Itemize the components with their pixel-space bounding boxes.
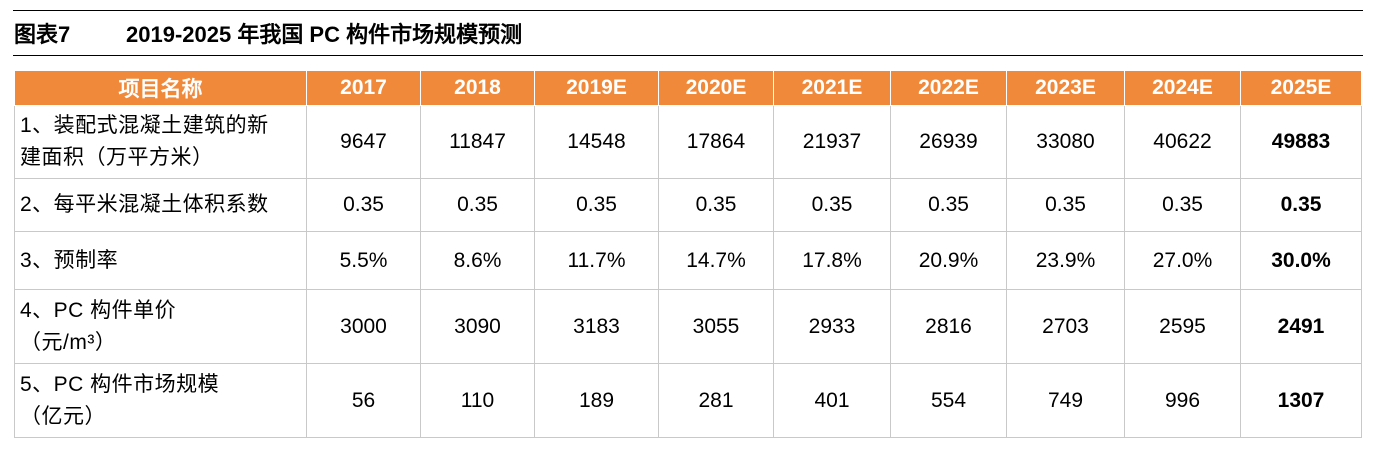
figure-label: 图表7 bbox=[14, 22, 71, 47]
table-cell: 0.35 bbox=[658, 178, 774, 232]
table-cell: 20.9% bbox=[890, 231, 1007, 290]
table-row: 2、每平米混凝土体积系数 0.35 0.35 0.35 0.35 0.35 0.… bbox=[14, 178, 1362, 232]
table-cell: 281 bbox=[658, 363, 774, 438]
table-cell: 17.8% bbox=[773, 231, 891, 290]
header-cell: 2019E bbox=[534, 70, 659, 106]
table-cell: 0.35 bbox=[420, 178, 535, 232]
figure-title: 2019-2025 年我国 PC 构件市场规模预测 bbox=[126, 22, 523, 47]
table-cell-2025: 2491 bbox=[1240, 289, 1362, 364]
table-cell: 0.35 bbox=[890, 178, 1007, 232]
table-row: 5、PC 构件市场规模 （亿元） 56 110 189 281 401 554 … bbox=[14, 363, 1362, 438]
table-cell: 110 bbox=[420, 363, 535, 438]
table-cell: 3000 bbox=[306, 289, 421, 364]
table-row: 1、装配式混凝土建筑的新 建面积（万平方米） 9647 11847 14548 … bbox=[14, 105, 1362, 179]
table-cell: 33080 bbox=[1006, 105, 1125, 179]
row-label: 3、预制率 bbox=[14, 231, 307, 290]
table-cell: 2816 bbox=[890, 289, 1007, 364]
row-label-line: 3、预制率 bbox=[20, 248, 119, 272]
table-cell-2025: 49883 bbox=[1240, 105, 1362, 179]
header-cell: 2025E bbox=[1240, 70, 1362, 106]
table-cell: 9647 bbox=[306, 105, 421, 179]
table-row: 3、预制率 5.5% 8.6% 11.7% 14.7% 17.8% 20.9% … bbox=[14, 231, 1362, 290]
header-cell: 2017 bbox=[306, 70, 421, 106]
header-cell: 2018 bbox=[420, 70, 535, 106]
header-cell: 2024E bbox=[1124, 70, 1241, 106]
figure-caption: 图表7 2019-2025 年我国 PC 构件市场规模预测 bbox=[14, 20, 522, 50]
header-cell: 2020E bbox=[658, 70, 774, 106]
row-label-line: （元/m³） bbox=[20, 330, 117, 354]
table-cell: 554 bbox=[890, 363, 1007, 438]
row-label: 2、每平米混凝土体积系数 bbox=[14, 178, 307, 232]
table-cell: 14.7% bbox=[658, 231, 774, 290]
table-cell: 2703 bbox=[1006, 289, 1125, 364]
row-label-line: 2、每平米混凝土体积系数 bbox=[20, 193, 269, 216]
table-cell: 8.6% bbox=[420, 231, 535, 290]
table-cell: 27.0% bbox=[1124, 231, 1241, 290]
header-row: 项目名称 2017 2018 2019E 2020E 2021E 2022E 2… bbox=[14, 70, 1362, 106]
table-cell: 0.35 bbox=[773, 178, 891, 232]
table-cell: 17864 bbox=[658, 105, 774, 179]
table-cell: 0.35 bbox=[1124, 178, 1241, 232]
table-cell: 5.5% bbox=[306, 231, 421, 290]
table-cell: 56 bbox=[306, 363, 421, 438]
table-cell: 0.35 bbox=[1006, 178, 1125, 232]
row-label-line: 5、PC 构件市场规模 bbox=[20, 372, 220, 396]
table-cell: 40622 bbox=[1124, 105, 1241, 179]
table-row: 4、PC 构件单价 （元/m³） 3000 3090 3183 3055 293… bbox=[14, 289, 1362, 364]
row-label-line: 4、PC 构件单价 bbox=[20, 298, 177, 322]
table-cell: 11.7% bbox=[534, 231, 659, 290]
table-cell: 3090 bbox=[420, 289, 535, 364]
table-cell: 0.35 bbox=[534, 178, 659, 232]
title-rule bbox=[13, 55, 1363, 56]
table-cell: 3183 bbox=[534, 289, 659, 364]
table-cell-2025: 0.35 bbox=[1240, 178, 1362, 232]
table-cell: 996 bbox=[1124, 363, 1241, 438]
table-cell-2025: 1307 bbox=[1240, 363, 1362, 438]
row-label-line: 建面积（万平方米） bbox=[20, 146, 214, 169]
table-cell: 3055 bbox=[658, 289, 774, 364]
table-cell: 23.9% bbox=[1006, 231, 1125, 290]
table-cell: 2595 bbox=[1124, 289, 1241, 364]
table-cell: 21937 bbox=[773, 105, 891, 179]
row-label: 1、装配式混凝土建筑的新 建面积（万平方米） bbox=[14, 105, 307, 179]
forecast-table: 项目名称 2017 2018 2019E 2020E 2021E 2022E 2… bbox=[14, 70, 1362, 438]
table-cell: 26939 bbox=[890, 105, 1007, 179]
table-cell: 11847 bbox=[420, 105, 535, 179]
header-cell: 2021E bbox=[773, 70, 891, 106]
table-cell-2025: 30.0% bbox=[1240, 231, 1362, 290]
table-cell: 749 bbox=[1006, 363, 1125, 438]
row-label: 4、PC 构件单价 （元/m³） bbox=[14, 289, 307, 364]
row-label: 5、PC 构件市场规模 （亿元） bbox=[14, 363, 307, 438]
table-cell: 14548 bbox=[534, 105, 659, 179]
table-cell: 189 bbox=[534, 363, 659, 438]
row-label-line: （亿元） bbox=[20, 404, 106, 428]
table-cell: 0.35 bbox=[306, 178, 421, 232]
header-cell: 项目名称 bbox=[14, 70, 307, 106]
header-cell: 2023E bbox=[1006, 70, 1125, 106]
header-cell: 2022E bbox=[890, 70, 1007, 106]
table-cell: 2933 bbox=[773, 289, 891, 364]
top-rule bbox=[13, 10, 1363, 11]
row-label-line: 1、装配式混凝土建筑的新 bbox=[20, 114, 269, 137]
table-cell: 401 bbox=[773, 363, 891, 438]
